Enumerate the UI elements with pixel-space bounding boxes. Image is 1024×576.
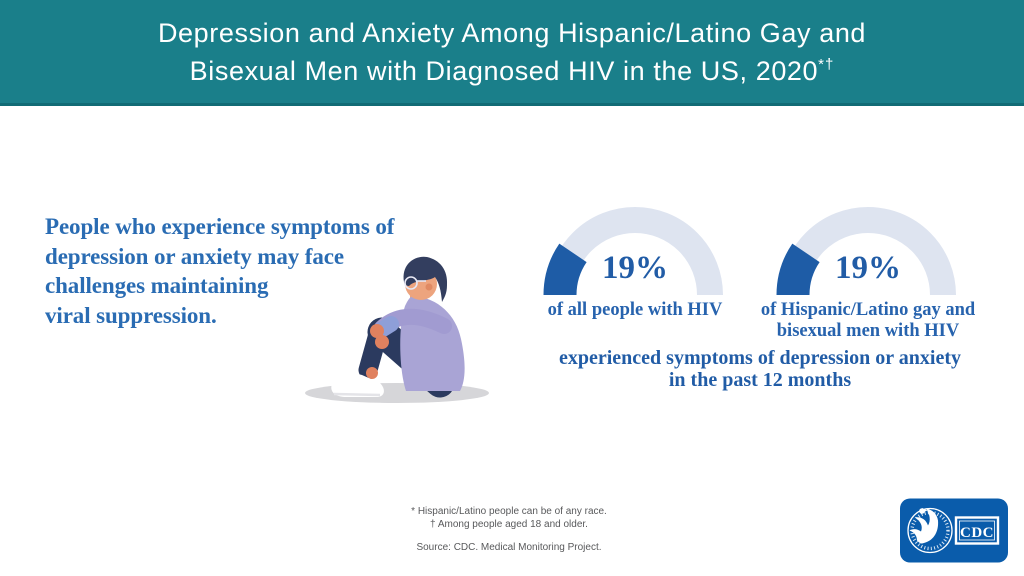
gauge-fill-arc: [776, 243, 820, 296]
statement-line: viral suppression.: [45, 302, 217, 328]
page-title-line2: Bisexual Men with Diagnosed HIV in the U…: [158, 49, 866, 87]
person-sitting-illustration-icon: [305, 256, 489, 403]
sleeve-cuff: [375, 316, 399, 337]
key-statement: People who experience symptoms of depres…: [45, 212, 495, 330]
person-shoe: [331, 373, 384, 397]
gauge-all-people-with-hiv: 19% of all people with HIV: [540, 200, 730, 350]
title-footnote-markers: *†: [818, 55, 835, 73]
page-title-line1: Depression and Anxiety Among Hispanic/La…: [157, 17, 867, 48]
header-banner: Depression and Anxiety Among Hispanic/La…: [0, 0, 1024, 106]
gauge-label: of all people with HIV: [495, 300, 775, 321]
statement-line: depression or anxiety may face: [45, 243, 344, 269]
footnotes: * Hispanic/Latino people can be of any r…: [334, 505, 684, 531]
gauge-fill-arc: [543, 243, 587, 296]
statement-line: challenges maintaining: [45, 273, 269, 298]
cdc-wordmark-box: CDC: [954, 516, 1000, 545]
person-ankle: [366, 367, 378, 379]
gauge-label-line: of all people with HIV: [547, 300, 723, 320]
gauge-label: of Hispanic/Latino gay and bisexual men …: [728, 300, 1008, 342]
cdc-logo-background: [900, 498, 1008, 563]
footnote-age: † Among people aged 18 and older.: [430, 519, 588, 530]
gauges-shared-caption: experienced symptoms of depression or an…: [520, 347, 1000, 391]
page-title-line2-text: Bisexual Men with Diagnosed HIV in the U…: [189, 55, 819, 86]
shoe-sole: [333, 392, 381, 397]
source-line: Source: CDC. Medical Monitoring Project.: [416, 542, 602, 553]
gauge-chart: [543, 207, 723, 296]
footnote-race: * Hispanic/Latino people can be of any r…: [411, 506, 607, 517]
cdc-logo: CDC: [900, 498, 1008, 563]
hhs-seal-icon: [907, 507, 953, 554]
page-title: Depression and Anxiety Among Hispanic/La…: [158, 17, 866, 87]
person-hand: [370, 324, 384, 338]
glasses-icon: [404, 276, 418, 290]
gauge-hispanic-latino-gbm-with-hiv: 19% of Hispanic/Latino gay and bisexual …: [761, 200, 975, 350]
gauge-value: 19%: [835, 250, 901, 286]
person-ear: [425, 283, 433, 291]
statement-line: People who experience symptoms of: [45, 214, 395, 239]
caption-line: experienced symptoms of depression or an…: [558, 347, 961, 369]
caption-line: in the past 12 months: [668, 369, 852, 391]
gauge-label-line: of Hispanic/Latino gay and: [760, 300, 976, 320]
cdc-wordmark: CDC: [960, 525, 994, 541]
gauge-value: 19%: [602, 250, 668, 286]
person-hand: [375, 335, 389, 349]
gauge-chart: [776, 207, 956, 296]
person-hair: [403, 256, 448, 302]
gauge-label-line: bisexual men with HIV: [776, 321, 960, 341]
